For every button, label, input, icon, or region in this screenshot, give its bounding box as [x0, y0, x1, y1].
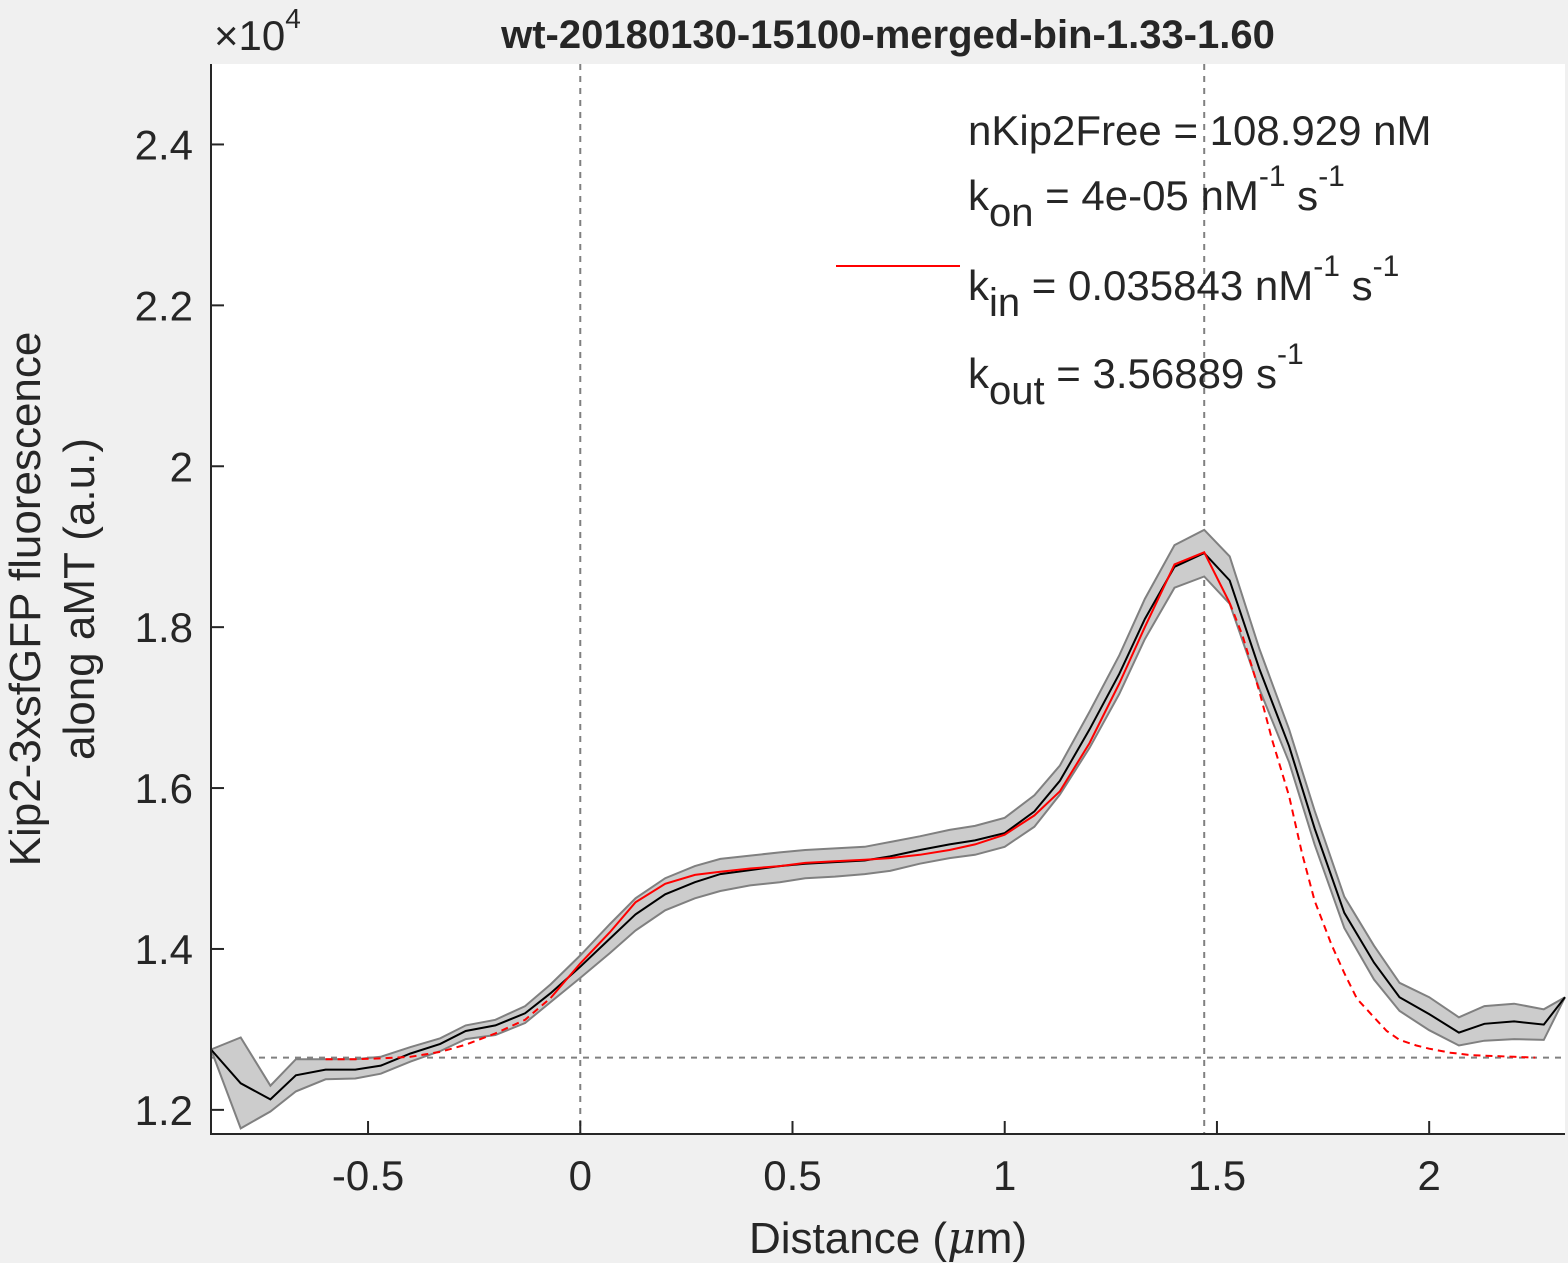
- y-axis-label-line2: along aMT (a.u.): [55, 438, 104, 760]
- x-axis-label-text: Distance (: [749, 1214, 947, 1263]
- legend-line-kon: kon = 4e-05 nM-1 s-1: [968, 160, 1345, 235]
- axis-lines: [210, 64, 1565, 1135]
- y-axis-ticks: 1.2 1.4 1.6 1.8 2 2.2 2.4: [135, 121, 224, 1134]
- y-axis-exponent: ×104: [214, 3, 301, 59]
- x-axis-label-unit: m): [976, 1214, 1027, 1263]
- std-error-band: [211, 529, 1565, 1129]
- series-fit-line: [549, 551, 1231, 999]
- x-tick-label: 1.5: [1188, 1152, 1246, 1199]
- plot-area: [211, 64, 1565, 1134]
- legend-line-nkip2free: nKip2Free = 108.929 nM: [968, 107, 1431, 154]
- chart-title: wt-20180130-15100-merged-bin-1.33-1.60: [500, 13, 1275, 57]
- x-axis-label: Distance (μm): [749, 1213, 1027, 1263]
- x-tick-label: 0.5: [763, 1152, 821, 1199]
- exponent-base: ×10: [214, 12, 285, 59]
- legend-line-kin: kin = 0.035843 nM-1 s-1: [968, 250, 1399, 325]
- y-tick-label: 2.2: [135, 282, 193, 329]
- y-axis-label: Kip2-3xsfGFP fluorescence along aMT (a.u…: [1, 332, 104, 867]
- y-tick-label: 2: [170, 443, 193, 490]
- x-tick-label: 0: [569, 1152, 592, 1199]
- y-tick-label: 1.8: [135, 604, 193, 651]
- x-axis-label-mu: μ: [947, 1213, 976, 1263]
- y-axis-label-line1: Kip2-3xsfGFP fluorescence: [1, 332, 50, 867]
- exponent-power: 4: [285, 3, 301, 34]
- y-tick-label: 2.4: [135, 121, 193, 168]
- x-tick-label: -0.5: [332, 1152, 404, 1199]
- x-tick-label: 1: [993, 1152, 1016, 1199]
- y-tick-label: 1.4: [135, 926, 193, 973]
- x-axis-ticks: -0.5 0 0.5 1 1.5 2: [332, 1121, 1441, 1199]
- series-mean-line: [210, 551, 1566, 1101]
- series-fit-extrapolation: [325, 602, 1536, 1061]
- band-upper-edge: [210, 528, 1566, 1088]
- y-tick-label: 1.6: [135, 765, 193, 812]
- y-tick-label: 1.2: [135, 1087, 193, 1134]
- legend-line-kout: kout = 3.56889 s-1: [968, 338, 1304, 413]
- band-lower-edge: [210, 575, 1566, 1130]
- x-tick-label: 2: [1417, 1152, 1440, 1199]
